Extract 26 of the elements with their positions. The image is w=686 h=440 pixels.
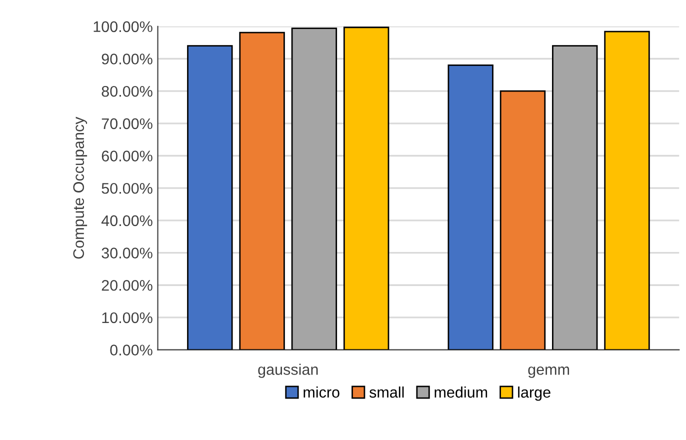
bar [291, 28, 338, 350]
bar [552, 45, 598, 350]
y-tick-label: 90.00% [102, 54, 152, 64]
y-tick-label: 80.00% [102, 86, 152, 97]
y-tick-label: 0.00% [110, 344, 152, 356]
x-tick-label: gaussian [258, 364, 318, 378]
y-tick-label: 30.00% [102, 248, 152, 258]
x-tick-label: gemm [528, 366, 570, 378]
bar [448, 64, 494, 350]
y-tick-label: 10.00% [102, 312, 152, 324]
y-axis-title: Compute Occupancy [73, 116, 88, 259]
y-tick-label: 70.00% [102, 118, 152, 130]
legend-label: large [518, 386, 550, 401]
y-tick-label: 100.00% [94, 21, 152, 32]
y-tick-label: 20.00% [102, 280, 152, 291]
y-tick-label: 40.00% [101, 215, 152, 226]
y-tick-label: 50.00% [102, 182, 152, 194]
bar [343, 26, 390, 350]
bar [187, 45, 233, 350]
legend-label: medium [434, 386, 488, 398]
bar [239, 32, 285, 350]
bar [500, 90, 546, 350]
y-tick-label: 60.00% [102, 150, 152, 162]
bar [604, 30, 650, 350]
legend-label: small [369, 386, 404, 398]
legend-label: micro [304, 386, 340, 398]
